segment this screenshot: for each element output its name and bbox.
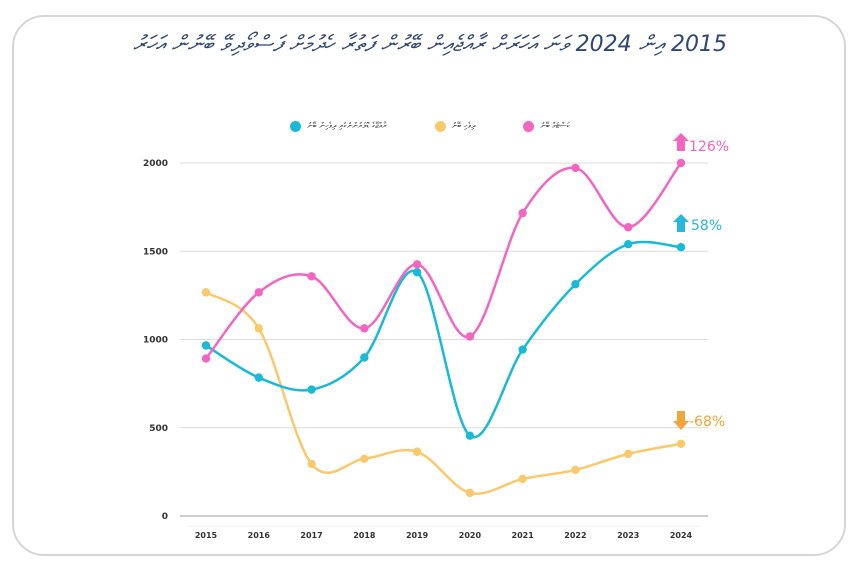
data-point-cyan bbox=[307, 385, 316, 394]
data-point-yellow bbox=[254, 324, 263, 333]
legend-item-yellow[interactable]: ދިވެހި ބޭނު bbox=[434, 120, 476, 132]
chart-card bbox=[12, 15, 846, 556]
data-point-cyan bbox=[412, 268, 422, 277]
data-point-yellow bbox=[412, 447, 422, 456]
data-point-cyan bbox=[676, 242, 686, 252]
legend: ކަސްޓަމް ބޭނު ދިވެހި ބޭނު ރާއްޖޭގެ ޑޮލަރ… bbox=[290, 116, 570, 136]
data-point-pink bbox=[624, 223, 633, 232]
data-point-yellow bbox=[676, 439, 686, 449]
data-point-yellow bbox=[307, 459, 316, 469]
data-point-pink bbox=[518, 208, 527, 218]
data-point-pink bbox=[360, 324, 369, 333]
data-point-yellow bbox=[571, 465, 580, 475]
x-tick-label: 2017 bbox=[300, 531, 322, 540]
x-tick-label: 2018 bbox=[353, 531, 376, 540]
data-point-yellow bbox=[201, 288, 211, 297]
chart-title: 2015 އިން 2024 ވަނަ އަހަރަށް ރާއްޖެއިން … bbox=[132, 32, 728, 57]
y-tick-label: 2000 bbox=[143, 159, 168, 169]
y-tick-label: 500 bbox=[149, 424, 168, 434]
legend-item-pink[interactable]: ކަސްޓަމް ބޭނު bbox=[523, 120, 570, 132]
data-point-yellow bbox=[360, 454, 369, 464]
legend-dot-yellow bbox=[434, 120, 446, 132]
x-tick-label: 2015 bbox=[195, 531, 218, 540]
data-point-cyan bbox=[360, 353, 369, 362]
change-percent-label: -68% bbox=[689, 414, 725, 430]
data-point-pink bbox=[571, 163, 580, 173]
change-percent-label: 126% bbox=[689, 139, 729, 155]
series-line-pink bbox=[204, 161, 683, 360]
x-tick-label: 2021 bbox=[512, 531, 535, 540]
data-point-pink bbox=[254, 288, 263, 297]
data-point-cyan bbox=[518, 345, 527, 354]
data-point-yellow bbox=[465, 488, 475, 498]
data-point-pink bbox=[465, 332, 475, 341]
series-line-yellow bbox=[204, 291, 683, 495]
y-tick-label: 0 bbox=[162, 512, 168, 522]
legend-label-cyan: ރާއްޖޭގެ ޑޮލަރުންނުކުރި ދިވެހިން ބޭނު bbox=[307, 121, 387, 130]
x-tick-label: 2016 bbox=[248, 531, 271, 540]
x-tick-label: 2023 bbox=[617, 531, 639, 540]
x-tick-label: 2019 bbox=[406, 531, 429, 540]
change-percent-label: 58% bbox=[691, 218, 722, 234]
x-tick-label: 2024 bbox=[670, 531, 693, 540]
data-point-cyan bbox=[465, 431, 475, 440]
arrow-up-icon bbox=[673, 214, 689, 232]
data-point-cyan bbox=[571, 280, 580, 289]
legend-label-pink: ކަސްޓަމް ބޭނު bbox=[540, 121, 570, 130]
arrow-down-icon bbox=[673, 411, 689, 430]
data-point-yellow bbox=[624, 449, 633, 459]
data-point-pink bbox=[201, 354, 211, 363]
data-point-cyan bbox=[254, 373, 263, 382]
series-line-cyan bbox=[204, 240, 683, 439]
data-point-pink bbox=[676, 158, 686, 168]
legend-label-yellow: ދިވެހި ބޭނު bbox=[451, 121, 476, 130]
arrow-up-icon bbox=[673, 133, 689, 151]
y-tick-label: 1500 bbox=[143, 247, 168, 257]
x-tick-label: 2020 bbox=[459, 531, 482, 540]
data-point-cyan bbox=[624, 239, 633, 249]
y-tick-label: 1000 bbox=[143, 336, 168, 346]
data-point-cyan bbox=[201, 341, 211, 350]
data-point-yellow bbox=[518, 474, 527, 484]
legend-item-cyan[interactable]: ރާއްޖޭގެ ޑޮލަރުންނުކުރި ދިވެހިން ބޭނު bbox=[290, 120, 387, 132]
legend-dot-pink bbox=[523, 120, 535, 132]
data-point-pink bbox=[412, 260, 422, 269]
legend-dot-cyan bbox=[290, 120, 301, 132]
data-point-pink bbox=[307, 272, 316, 281]
x-tick-label: 2022 bbox=[564, 531, 586, 540]
